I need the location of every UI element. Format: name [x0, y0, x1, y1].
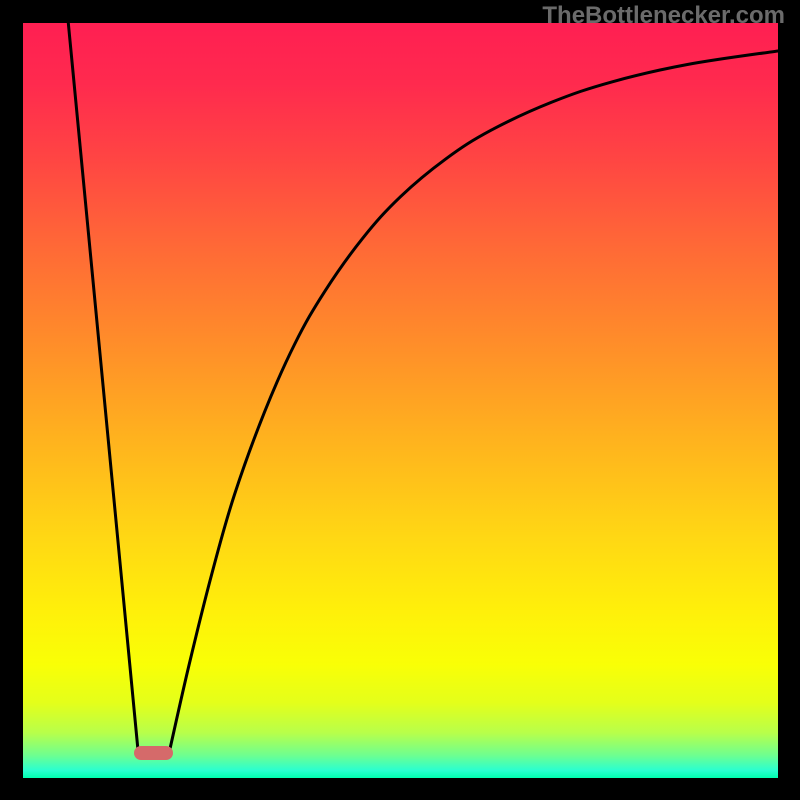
plot-area	[23, 23, 778, 778]
watermark-text: TheBottlenecker.com	[542, 2, 785, 30]
descending-line	[68, 23, 137, 748]
ascending-curve	[170, 51, 778, 748]
minimum-marker	[134, 746, 173, 760]
curve-layer	[23, 23, 778, 778]
chart-container: TheBottlenecker.com	[0, 0, 800, 800]
